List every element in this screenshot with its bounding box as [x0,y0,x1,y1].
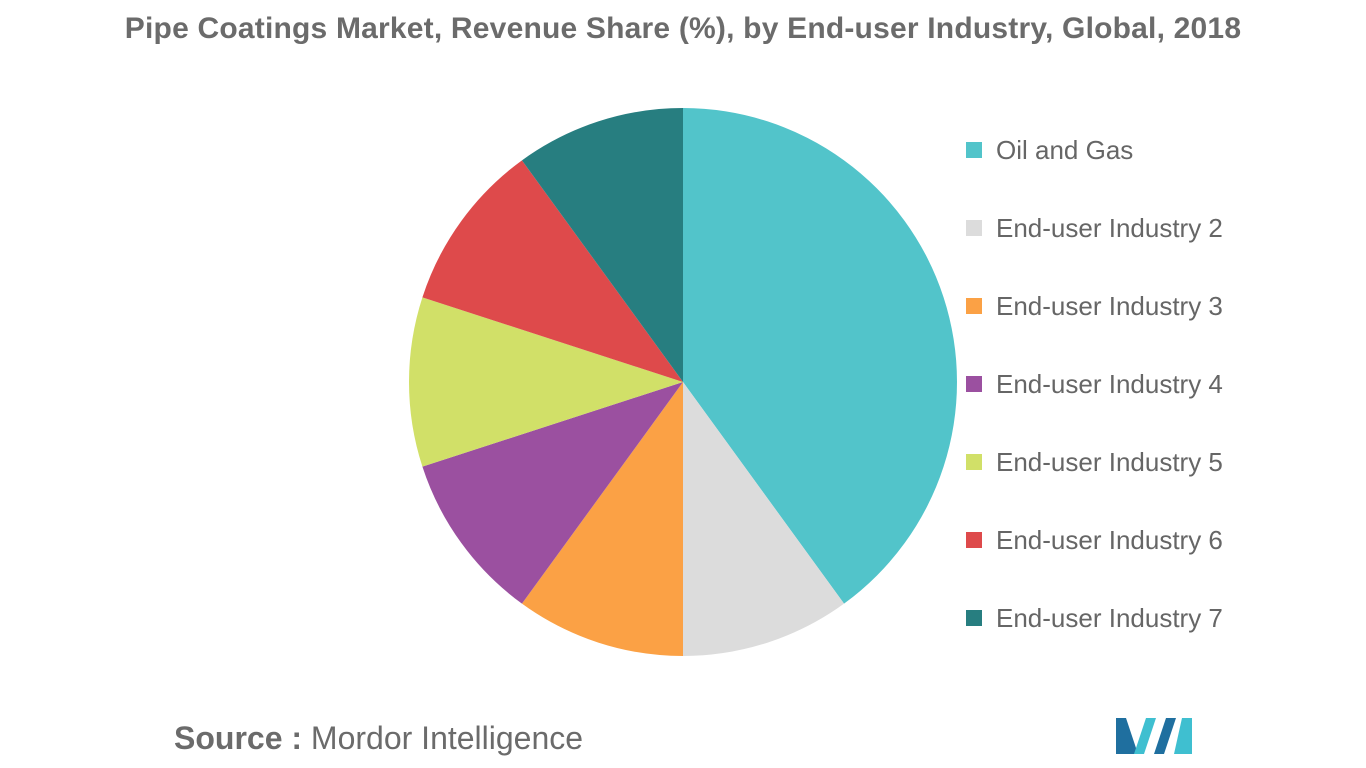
source-label: Source : [174,720,303,756]
legend-label: End-user Industry 7 [996,602,1223,633]
legend-label: End-user Industry 6 [996,524,1223,555]
legend-swatch [966,532,982,548]
pie-slice-5 [408,297,683,467]
logo-left-stroke [1116,718,1138,754]
mordor-logo [1116,718,1192,754]
legend-label: End-user Industry 4 [996,368,1223,399]
pie-slice-4 [422,382,683,604]
source-text: Mordor Intelligence [310,720,584,756]
legend-swatch [966,376,982,392]
legend-item-5: End-user Industry 5 [966,442,1306,482]
pie-slice-3 [521,382,683,656]
legend-swatch [966,142,982,158]
legend-label: Oil and Gas [996,134,1134,165]
legend-item-6: End-user Industry 6 [966,520,1306,560]
legend-item-3: End-user Industry 3 [966,286,1306,326]
legend-swatch [966,298,982,314]
logo-end-stroke [1174,718,1192,754]
legend-item-1: Oil and Gas [966,130,1306,170]
legend-label: End-user Industry 2 [996,212,1223,243]
legend-swatch [966,454,982,470]
legend-swatch [966,220,982,236]
chart-title: Pipe Coatings Market, Revenue Share (%),… [124,12,1242,45]
pie-slice-7 [521,108,683,382]
pie-slice-1 [683,108,957,604]
logo-middle-stroke [1134,718,1156,754]
source-credit: Source : Mordor Intelligence [174,720,583,757]
pie-slice-2 [683,382,845,656]
legend-item-4: End-user Industry 4 [966,364,1306,404]
legend-item-7: End-user Industry 7 [966,598,1306,638]
legend-swatch [966,610,982,626]
legend-item-2: End-user Industry 2 [966,208,1306,248]
legend-label: End-user Industry 5 [996,446,1223,477]
legend-label: End-user Industry 3 [996,290,1223,321]
logo-right-stroke [1154,718,1176,754]
pie-slice-6 [422,160,683,382]
